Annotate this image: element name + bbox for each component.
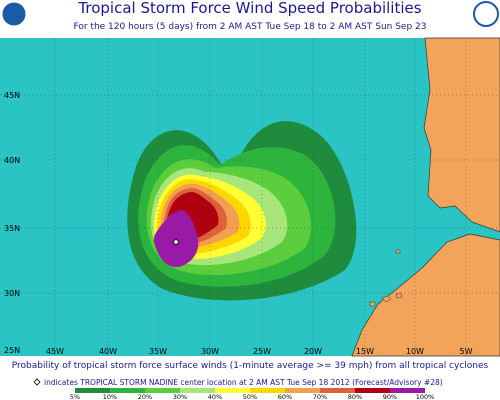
latitude-label: 30N xyxy=(4,289,20,298)
legend-label: 90% xyxy=(383,393,397,400)
title: Tropical Storm Force Wind Speed Probabil… xyxy=(77,0,421,17)
legend: 5% 10% 20% 30% 40% 50% 60% 70% 80% 90% 100% xyxy=(70,388,434,400)
legend-swatch xyxy=(110,388,145,393)
logo-left xyxy=(1,1,27,27)
legend-label: 50% xyxy=(243,393,257,400)
subtitle: For the 120 hours (5 days) from 2 AM AST… xyxy=(74,22,427,32)
longitude-label: 35W xyxy=(149,347,167,356)
longitude-label: 15W xyxy=(356,347,374,356)
longitude-label: 45W xyxy=(46,347,64,356)
longitude-label: 5W xyxy=(460,347,473,356)
longitude-label: 10W xyxy=(406,347,424,356)
legend-label: 20% xyxy=(138,393,152,400)
storm-center xyxy=(172,238,180,246)
longitude-label: 25W xyxy=(253,347,271,356)
legend-swatch xyxy=(215,388,250,393)
legend-label: 60% xyxy=(278,393,292,400)
legend-label: 30% xyxy=(173,393,187,400)
logo-right xyxy=(473,1,499,27)
legend-swatch xyxy=(355,388,390,393)
legend-swatch xyxy=(250,388,285,393)
longitude-label: 30W xyxy=(201,347,219,356)
longitude-label: 40W xyxy=(99,347,117,356)
legend-swatch xyxy=(145,388,180,393)
legend-swatch xyxy=(320,388,355,393)
map: 45N 40N 35N 30N 25N 45W 40W 35W 30W 25W 20W 15W 10W 5… xyxy=(0,37,500,357)
legend-label: 70% xyxy=(313,393,327,400)
caption: Probability of tropical storm force surf… xyxy=(12,361,489,371)
latitude-label: 45N xyxy=(4,91,20,100)
legend-label: 40% xyxy=(208,393,222,400)
legend-swatch xyxy=(390,388,425,393)
legend-swatch xyxy=(285,388,320,393)
legend-label: 10% xyxy=(103,393,117,400)
iberia xyxy=(423,37,500,233)
legend-label: 80% xyxy=(348,393,362,400)
legend-label: 5% xyxy=(70,393,80,400)
latitude-label: 35N xyxy=(4,224,20,233)
legend-label: 100% xyxy=(416,393,435,400)
latitude-label: 25N xyxy=(4,346,20,355)
latitude-label: 40N xyxy=(4,156,20,165)
graticule xyxy=(0,38,500,356)
longitude-label: 20W xyxy=(304,347,322,356)
islands xyxy=(369,249,403,307)
note-marker xyxy=(33,378,41,386)
note: indicates TROPICAL STORM NADINE center l… xyxy=(44,378,443,387)
legend-swatch xyxy=(75,388,110,393)
legend-swatch xyxy=(180,388,215,393)
